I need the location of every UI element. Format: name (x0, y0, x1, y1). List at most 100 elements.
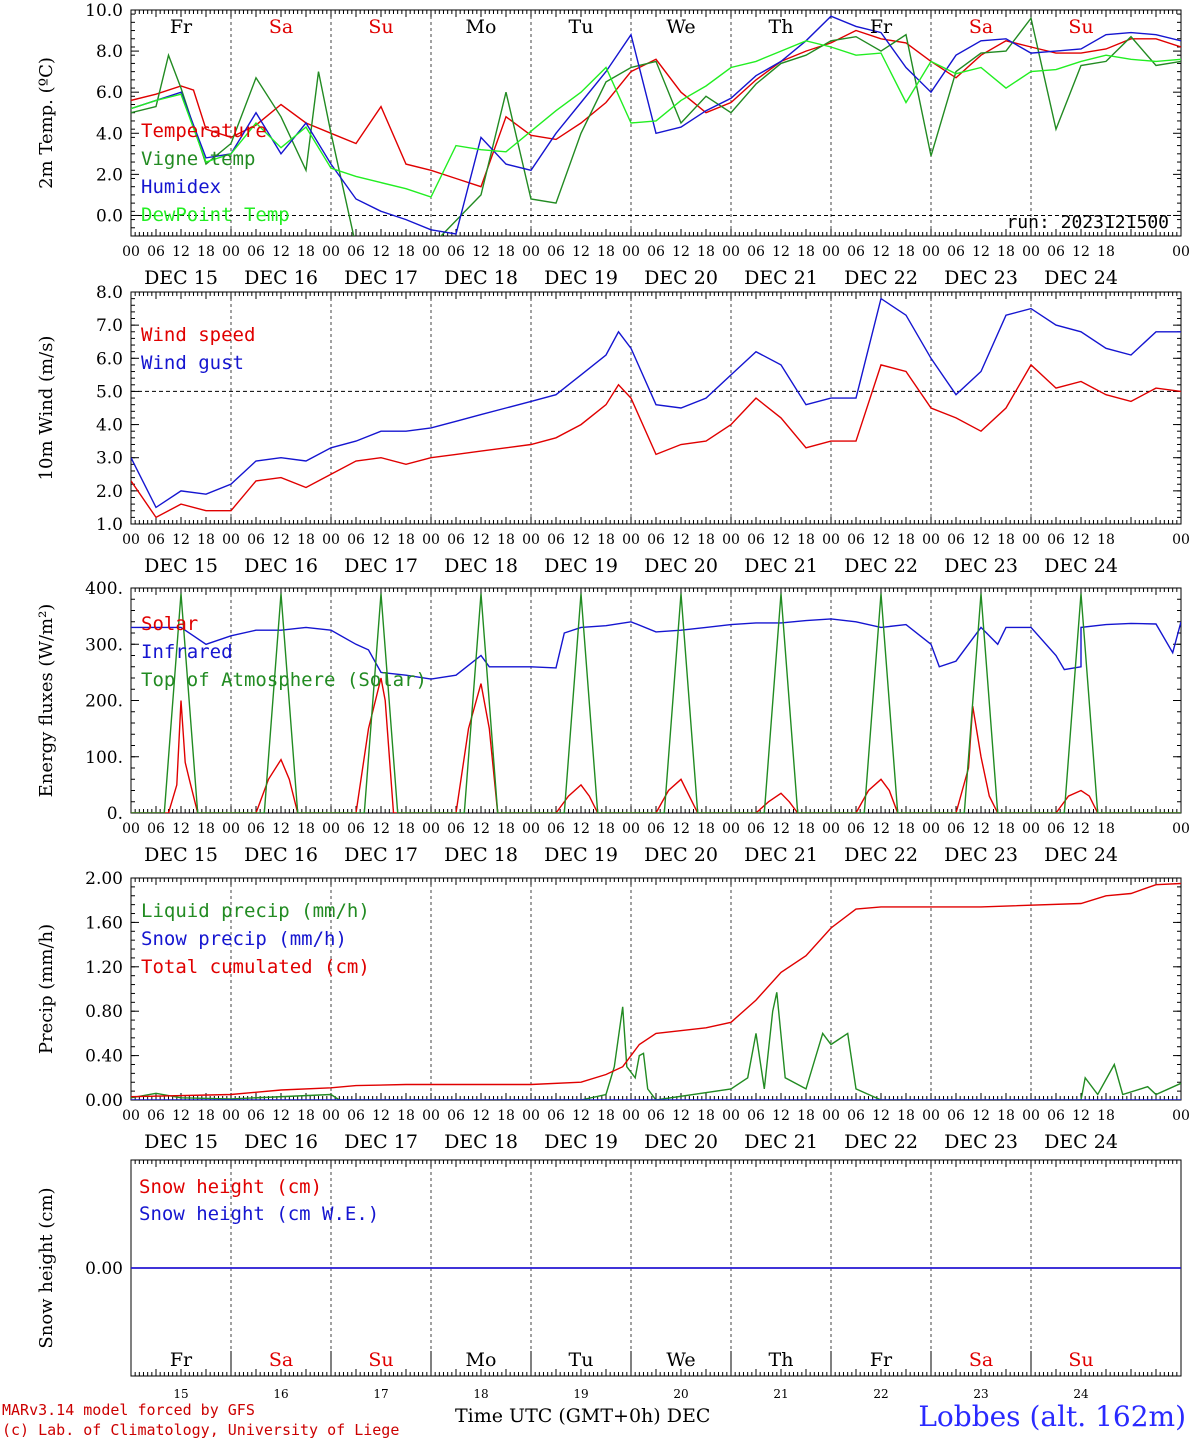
date-label: DEC 18 (444, 267, 518, 289)
day-name-label: We (666, 16, 695, 38)
hour-tick-label: 00 (622, 821, 640, 837)
time-axis-label: Time UTC (GMT+0h) DEC (455, 1405, 711, 1427)
hour-tick-label: 06 (947, 532, 965, 548)
date-label: DEC 18 (444, 555, 518, 577)
y-tick-label: 4.0 (96, 124, 123, 144)
hour-tick-label: 06 (547, 1108, 565, 1124)
legend-entry: Wind speed (141, 324, 255, 346)
day-number-label: 15 (173, 1387, 188, 1401)
hour-tick-label: 06 (447, 532, 465, 548)
series-line-wind-gust (131, 297, 1181, 509)
hour-tick-label: 12 (472, 821, 490, 837)
hour-tick-label: 12 (472, 1108, 490, 1124)
day-number-label: 18 (473, 1387, 488, 1401)
hour-tick-label: 12 (272, 821, 290, 837)
hour-tick-label: 12 (972, 1108, 990, 1124)
day-name-label: Sa (269, 1349, 293, 1371)
hour-tick-label: 18 (397, 244, 415, 260)
date-label: DEC 24 (1044, 555, 1118, 577)
hour-tick-label: 06 (947, 821, 965, 837)
hour-tick-label: 12 (772, 532, 790, 548)
hour-tick-label: 18 (1097, 532, 1115, 548)
hour-tick-label: 00 (922, 532, 940, 548)
model-credit: MARv3.14 model forced by GFS (2, 1401, 255, 1419)
date-label: DEC 24 (1044, 844, 1118, 866)
hour-tick-label: 00 (222, 244, 240, 260)
hour-tick-label: 12 (872, 1108, 890, 1124)
date-label: DEC 20 (644, 555, 718, 577)
hour-tick-label: 18 (697, 244, 715, 260)
hour-tick-label: 18 (497, 532, 515, 548)
hour-tick-label: 12 (572, 1108, 590, 1124)
date-label: DEC 22 (844, 1131, 918, 1153)
date-label: DEC 19 (544, 1131, 618, 1153)
y-tick-label: 2.0 (96, 482, 123, 502)
hour-tick-label: 12 (1072, 244, 1090, 260)
hour-tick-label: 18 (197, 821, 215, 837)
hour-tick-label: 12 (1072, 821, 1090, 837)
hour-tick-label: 06 (647, 244, 665, 260)
hour-tick-label: 06 (747, 244, 765, 260)
y-tick-label: 0.00 (85, 1259, 123, 1279)
hour-tick-label: 00 (622, 532, 640, 548)
date-label: DEC 23 (944, 555, 1018, 577)
date-label: DEC 22 (844, 267, 918, 289)
series-line-temperature (131, 29, 1181, 188)
lab-credit: (c) Lab. of Climatology, University of L… (2, 1421, 400, 1439)
y-tick-label: 1.20 (85, 958, 123, 978)
hour-tick-label: 00 (122, 821, 140, 837)
hour-tick-label: 06 (147, 1108, 165, 1124)
legend-entry: Temperature (141, 120, 267, 142)
hour-tick-label: 18 (897, 821, 915, 837)
hour-tick-label: 00 (622, 244, 640, 260)
legend-entry: Infrared (141, 641, 233, 663)
hour-tick-label: 00 (122, 244, 140, 260)
hour-tick-label: 18 (997, 1108, 1015, 1124)
date-label: DEC 15 (144, 267, 218, 289)
hour-tick-label: 18 (597, 532, 615, 548)
hour-tick-label: 06 (147, 821, 165, 837)
hour-tick-label: 06 (247, 244, 265, 260)
hour-tick-label: 12 (372, 244, 390, 260)
hour-tick-label: 12 (972, 244, 990, 260)
date-label: DEC 16 (244, 267, 318, 289)
hour-tick-label: 18 (597, 1108, 615, 1124)
hour-tick-label: 06 (447, 244, 465, 260)
legend-entry: DewPoint Temp (141, 204, 290, 226)
hour-tick-label: 06 (347, 1108, 365, 1124)
hour-tick-label: 00 (1172, 244, 1190, 260)
date-label: DEC 19 (544, 844, 618, 866)
y-axis-title: 10m Wind (m/s) (36, 336, 57, 481)
hour-tick-label: 12 (772, 821, 790, 837)
hour-tick-label: 12 (472, 532, 490, 548)
series-line-vigne-temp (131, 16, 1181, 236)
hour-tick-label: 18 (697, 1108, 715, 1124)
hour-tick-label: 00 (922, 244, 940, 260)
hour-tick-label: 12 (672, 532, 690, 548)
day-name-label: Th (769, 1349, 794, 1371)
y-tick-label: 5.0 (96, 382, 123, 402)
hour-tick-label: 06 (247, 821, 265, 837)
hour-tick-label: 06 (847, 1108, 865, 1124)
date-label: DEC 23 (944, 844, 1018, 866)
date-label: DEC 21 (744, 555, 818, 577)
hour-tick-label: 12 (572, 244, 590, 260)
hour-tick-label: 18 (897, 1108, 915, 1124)
hour-tick-label: 06 (547, 244, 565, 260)
hour-tick-label: 00 (1022, 532, 1040, 548)
y-tick-label: 0. (107, 804, 123, 824)
hour-tick-label: 00 (722, 244, 740, 260)
hour-tick-label: 00 (222, 532, 240, 548)
hour-tick-label: 18 (597, 821, 615, 837)
y-axis-title: Energy fluxes (W/m²) (36, 604, 57, 798)
day-number-label: 17 (373, 1387, 388, 1401)
hour-tick-label: 18 (297, 1108, 315, 1124)
date-label: DEC 15 (144, 555, 218, 577)
hour-tick-label: 00 (422, 532, 440, 548)
date-label: DEC 21 (744, 1131, 818, 1153)
date-label: DEC 22 (844, 844, 918, 866)
hour-tick-label: 18 (397, 532, 415, 548)
y-tick-label: 400. (85, 579, 123, 599)
hour-tick-label: 12 (972, 821, 990, 837)
